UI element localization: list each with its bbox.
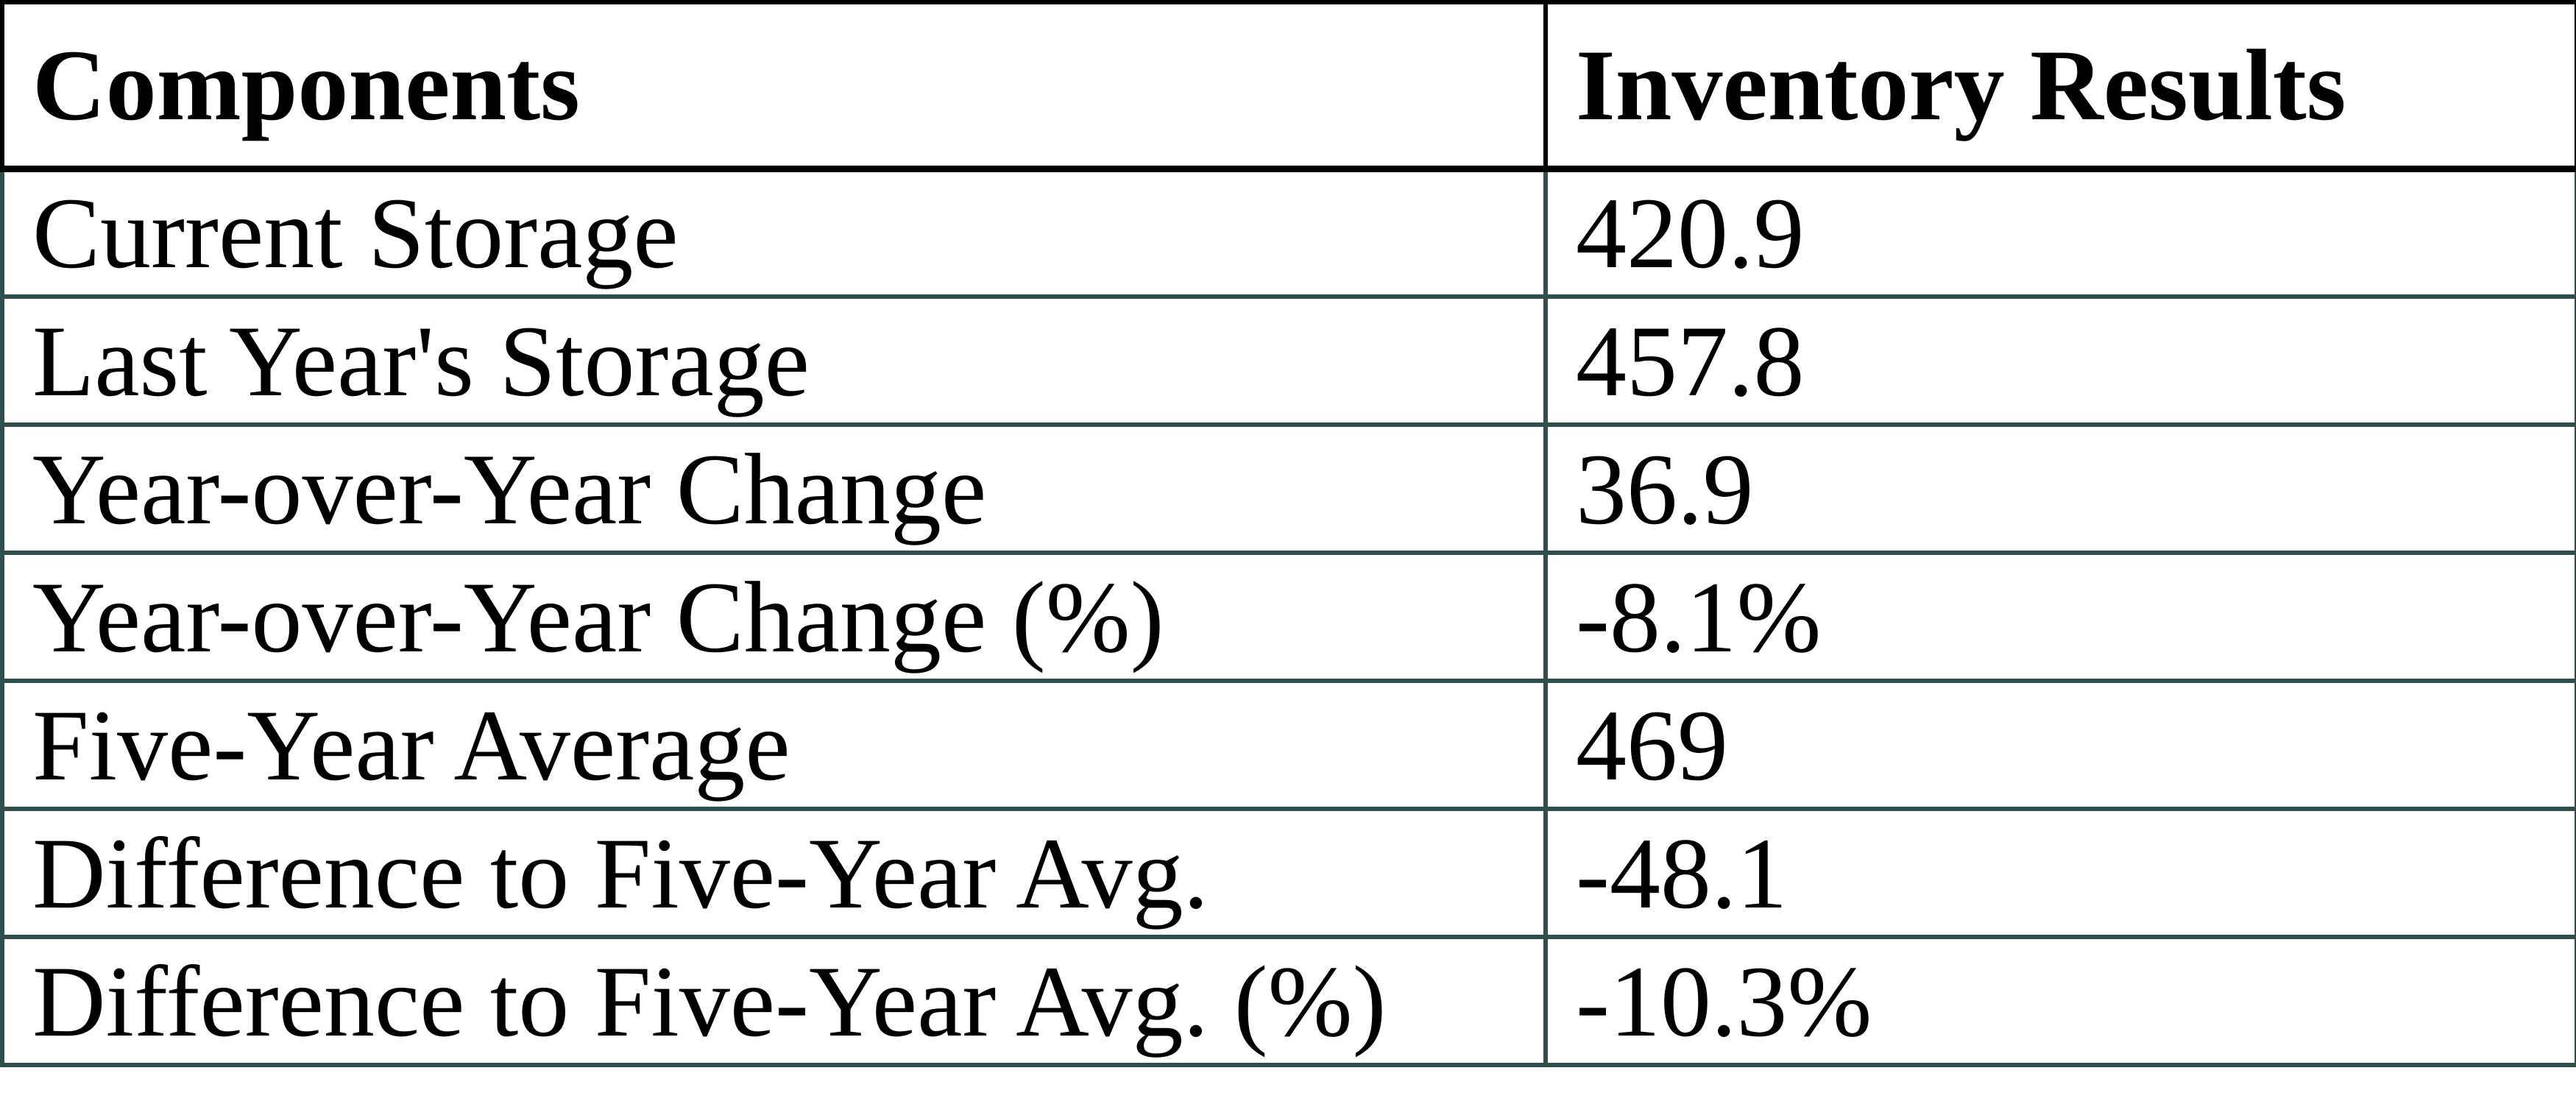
table-row: Difference to Five-Year Avg. (%) -10.3%	[0, 935, 2576, 1067]
table-row: Difference to Five-Year Avg. -48.1	[0, 807, 2576, 939]
component-cell: Five-Year Average	[0, 679, 1548, 811]
table-row: Five-Year Average 469	[0, 679, 2576, 811]
component-cell: Difference to Five-Year Avg. (%)	[0, 935, 1548, 1067]
value-cell: -8.1%	[1543, 551, 2576, 683]
header-inventory-results: Inventory Results	[1543, 0, 2576, 172]
value-cell: 36.9	[1543, 422, 2576, 555]
inventory-table: Components Inventory Results Current Sto…	[0, 0, 2576, 1067]
component-cell: Current Storage	[0, 166, 1548, 299]
header-row: Components Inventory Results	[0, 0, 2576, 172]
component-cell: Year-over-Year Change (%)	[0, 551, 1548, 683]
component-cell: Year-over-Year Change	[0, 422, 1548, 555]
value-cell: 420.9	[1543, 166, 2576, 299]
table-row: Year-over-Year Change (%) -8.1%	[0, 551, 2576, 683]
header-components: Components	[0, 0, 1548, 172]
value-cell: -10.3%	[1543, 935, 2576, 1067]
table-row: Current Storage 420.9	[0, 166, 2576, 299]
table-row: Year-over-Year Change 36.9	[0, 422, 2576, 555]
table-row: Last Year's Storage 457.8	[0, 294, 2576, 427]
component-cell: Difference to Five-Year Avg.	[0, 807, 1548, 939]
value-cell: 469	[1543, 679, 2576, 811]
component-cell: Last Year's Storage	[0, 294, 1548, 427]
value-cell: 457.8	[1543, 294, 2576, 427]
value-cell: -48.1	[1543, 807, 2576, 939]
